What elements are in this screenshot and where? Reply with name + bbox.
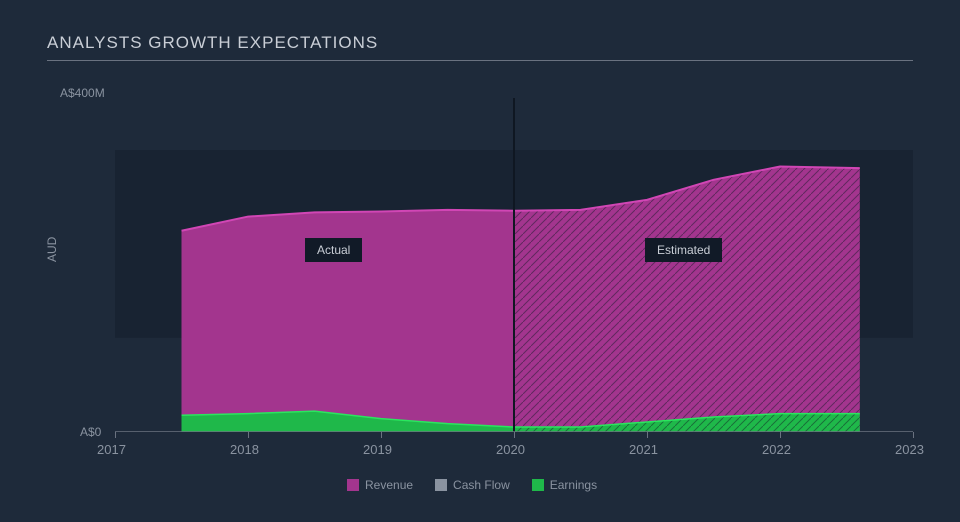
legend-item: Revenue bbox=[347, 478, 413, 492]
legend-swatch bbox=[532, 479, 544, 491]
x-tick bbox=[115, 432, 116, 438]
legend-item: Cash Flow bbox=[435, 478, 510, 492]
x-tick bbox=[514, 432, 515, 438]
x-tick-label: 2019 bbox=[363, 442, 392, 457]
y-axis-bottom-label: A$0 bbox=[80, 425, 101, 439]
legend-swatch bbox=[347, 479, 359, 491]
x-tick-label: 2020 bbox=[496, 442, 525, 457]
x-tick bbox=[913, 432, 914, 438]
y-axis-rotated-label: AUD bbox=[45, 237, 59, 262]
legend-label: Earnings bbox=[550, 478, 597, 492]
y-axis-top-label: A$400M bbox=[60, 86, 105, 100]
chart-container: ANALYSTS GROWTH EXPECTATIONS A$400M A$0 … bbox=[0, 0, 960, 522]
plot-area bbox=[115, 98, 913, 432]
x-tick bbox=[647, 432, 648, 438]
x-tick-label: 2021 bbox=[629, 442, 658, 457]
legend-item: Earnings bbox=[532, 478, 597, 492]
x-tick-label: 2018 bbox=[230, 442, 259, 457]
legend-swatch bbox=[435, 479, 447, 491]
x-tick-label: 2023 bbox=[895, 442, 924, 457]
x-tick bbox=[381, 432, 382, 438]
x-tick-label: 2017 bbox=[97, 442, 126, 457]
legend: Revenue Cash Flow Earnings bbox=[347, 478, 597, 492]
chart-svg bbox=[115, 98, 913, 432]
title-underline bbox=[47, 60, 913, 61]
legend-label: Cash Flow bbox=[453, 478, 510, 492]
legend-label: Revenue bbox=[365, 478, 413, 492]
x-tick bbox=[248, 432, 249, 438]
region-label-estimated: Estimated bbox=[645, 238, 722, 262]
chart-title: ANALYSTS GROWTH EXPECTATIONS bbox=[47, 33, 378, 53]
x-tick bbox=[780, 432, 781, 438]
x-tick-label: 2022 bbox=[762, 442, 791, 457]
region-label-actual: Actual bbox=[305, 238, 362, 262]
